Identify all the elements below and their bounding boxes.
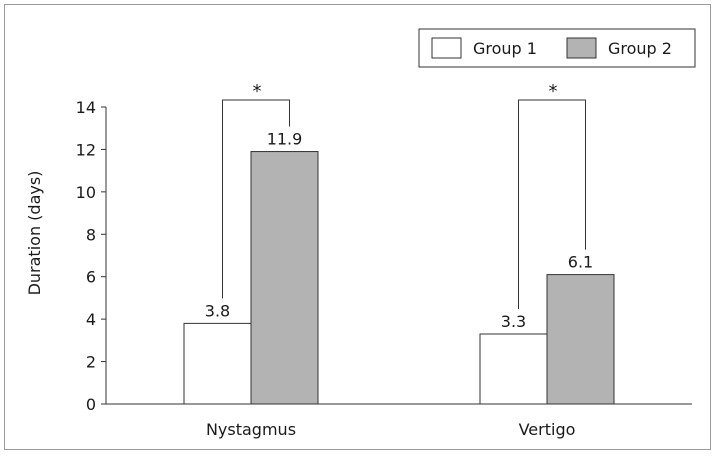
y-tick-label: 4 bbox=[86, 310, 96, 329]
bar-group-1 bbox=[479, 333, 548, 405]
significance-mark: * bbox=[253, 81, 262, 102]
legend-box bbox=[418, 28, 696, 68]
x-tick-label: Vertigo bbox=[519, 420, 576, 439]
data-label: 3.3 bbox=[501, 312, 526, 331]
significance-bracket bbox=[518, 99, 586, 309]
chart-frame bbox=[4, 4, 711, 450]
y-axis-label: Duration (days) bbox=[25, 171, 44, 296]
y-tick-label: 10 bbox=[76, 183, 96, 202]
bar-group-2 bbox=[546, 274, 615, 405]
legend-swatch bbox=[566, 37, 597, 59]
y-tick-label: 2 bbox=[86, 353, 96, 372]
bar-group-1 bbox=[183, 322, 252, 405]
y-tick-label: 0 bbox=[86, 395, 96, 414]
data-label: 3.8 bbox=[205, 301, 230, 320]
bar-group-2 bbox=[250, 151, 319, 405]
legend-swatch bbox=[431, 37, 462, 59]
legend: Group 1 Group 2 bbox=[418, 28, 696, 68]
y-tick-label: 12 bbox=[76, 140, 96, 159]
y-tick-label: 6 bbox=[86, 268, 96, 287]
legend-label: Group 1 bbox=[473, 39, 537, 58]
y-tick-label: 14 bbox=[76, 98, 96, 117]
significance-mark: * bbox=[549, 81, 558, 102]
significance-bracket bbox=[222, 99, 290, 299]
data-label: 6.1 bbox=[568, 253, 593, 272]
significance-brackets: * * bbox=[222, 81, 586, 309]
data-label: 11.9 bbox=[267, 130, 303, 149]
y-tick-label: 8 bbox=[86, 225, 96, 244]
bars: Nystagmus 3.8 11.9 Vertigo 3.3 6.1 bbox=[183, 130, 615, 439]
legend-label: Group 2 bbox=[608, 39, 672, 58]
x-tick-label: Nystagmus bbox=[206, 420, 296, 439]
